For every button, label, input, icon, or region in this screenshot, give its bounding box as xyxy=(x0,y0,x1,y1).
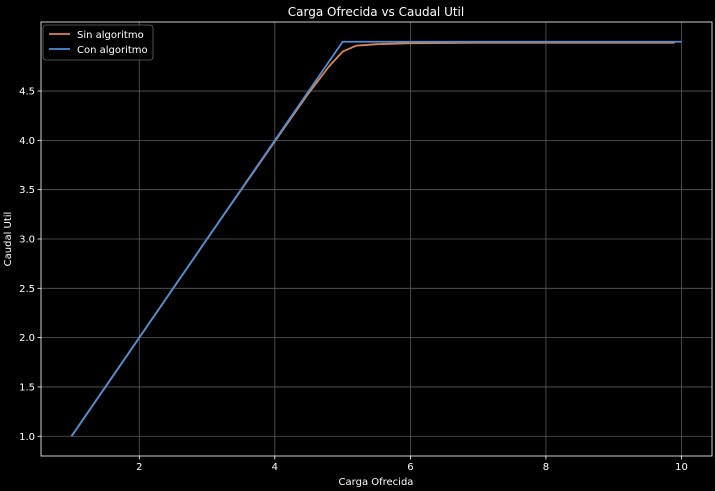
chart-title: Carga Ofrecida vs Caudal Util xyxy=(288,5,464,19)
y-axis-ticks: 1.0 1.5 2.0 2.5 3.0 3.5 4.0 4.5 xyxy=(19,87,41,443)
y-tick-label: 2.0 xyxy=(19,333,35,344)
x-tick-label: 4 xyxy=(272,462,278,473)
x-axis-ticks: 2 4 6 8 10 xyxy=(136,456,688,473)
y-tick-label: 3.5 xyxy=(19,185,35,196)
legend: Sin algoritmo Con algoritmo xyxy=(42,24,154,61)
legend-label-con-algoritmo: Con algoritmo xyxy=(77,45,148,56)
x-tick-label: 2 xyxy=(136,462,142,473)
x-tick-label: 10 xyxy=(675,462,688,473)
x-tick-label: 8 xyxy=(543,462,549,473)
y-tick-label: 3.0 xyxy=(19,235,35,246)
y-tick-label: 4.0 xyxy=(19,136,35,147)
y-tick-label: 4.5 xyxy=(19,87,35,98)
series-line-con-algoritmo xyxy=(70,40,682,437)
legend-box xyxy=(42,24,154,61)
series-lines xyxy=(70,40,682,437)
legend-label-sin-algoritmo: Sin algoritmo xyxy=(77,30,144,41)
y-tick-label: 1.0 xyxy=(19,432,35,443)
x-axis-label: Carga Ofrecida xyxy=(339,477,414,488)
y-axis-label: Caudal Util xyxy=(3,212,14,267)
y-tick-label: 2.5 xyxy=(19,284,35,295)
y-tick-label: 1.5 xyxy=(19,382,35,393)
grid xyxy=(41,22,712,456)
x-tick-label: 6 xyxy=(407,462,413,473)
